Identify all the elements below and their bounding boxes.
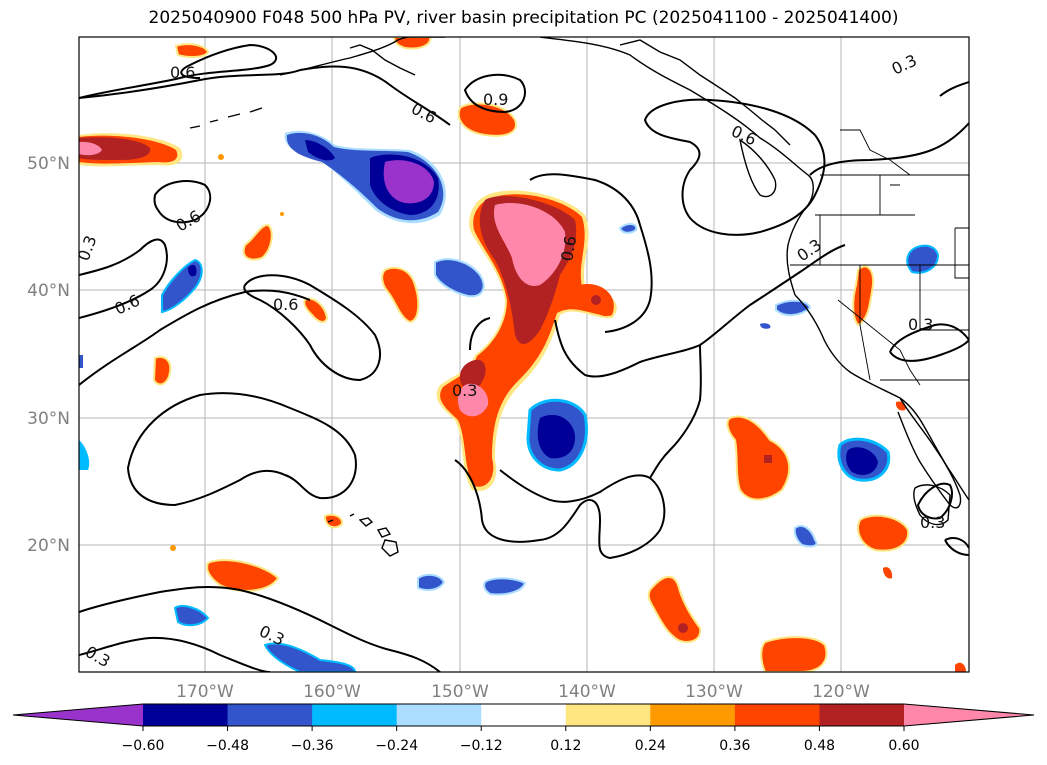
contour-label: 0.6 (170, 63, 195, 82)
contour-label: 0.3 (452, 381, 477, 400)
contour-label: 0.3 (908, 315, 933, 334)
lat-label: 40°N (27, 281, 70, 301)
contour-label: 0.6 (557, 234, 580, 262)
contour-label: 0.3 (920, 513, 945, 532)
pv-contours (79, 43, 969, 672)
lat-label: 20°N (27, 536, 70, 556)
colorbar-extend-max (904, 704, 1034, 726)
political-borders (790, 129, 969, 386)
plume-darkred-south (459, 359, 486, 391)
colorbar-segment (481, 704, 567, 726)
lat-label: 30°N (27, 409, 70, 429)
lon-label: 120°W (812, 682, 870, 702)
longitude-labels: 170°W 160°W 150°W 140°W 130°W 120°W (176, 682, 870, 702)
colorbar-tick-label: −0.36 (291, 738, 334, 754)
colorbar-segment (650, 704, 736, 726)
plume-pink-south (457, 383, 489, 417)
colorbar-segment (227, 704, 313, 726)
gridlines (79, 37, 969, 672)
colorbar-tick-label: −0.24 (375, 738, 418, 754)
plot-title: 2025040900 F048 500 hPa PV, river basin … (148, 8, 899, 28)
contour-label: 0.9 (483, 90, 508, 109)
lon-label: 160°W (303, 682, 361, 702)
colorbar-extend-min (13, 704, 143, 726)
colorbar-segment (565, 704, 651, 726)
colorbar-tick-label: 0.36 (719, 738, 750, 754)
negative-precip-fills (79, 130, 940, 672)
colorbar-tick-label: 0.12 (550, 738, 581, 754)
lon-label: 130°W (685, 682, 743, 702)
colorbar-tick-label: −0.60 (122, 738, 165, 754)
colorbar-tick-label: −0.12 (460, 738, 503, 754)
colorbar-tick-label: 0.24 (635, 738, 666, 754)
colorbar-segment (734, 704, 820, 726)
colorbar-tick-label: 0.60 (888, 738, 919, 754)
latitude-labels: 50°N 40°N 30°N 20°N (27, 154, 70, 556)
colorbar: −0.60 −0.48 −0.36 −0.24 −0.12 0.12 0.24 0.36 0.4… (12, 703, 1035, 754)
plot-frame (78, 36, 970, 673)
colorbar-segment (312, 704, 398, 726)
colorbar-segment (143, 704, 229, 726)
lon-label: 170°W (176, 682, 234, 702)
colorbar-tick-label: 0.48 (804, 738, 835, 754)
lon-label: 140°W (558, 682, 616, 702)
colorbar-tick-label: −0.48 (206, 738, 249, 754)
lon-label: 150°W (431, 682, 489, 702)
lat-label: 50°N (27, 154, 70, 174)
colorbar-segment (396, 704, 482, 726)
contour-label: 0.6 (273, 295, 298, 314)
plume-pink (493, 203, 566, 286)
positive-precip-fills (79, 37, 966, 672)
colorbar-segment (819, 704, 905, 726)
